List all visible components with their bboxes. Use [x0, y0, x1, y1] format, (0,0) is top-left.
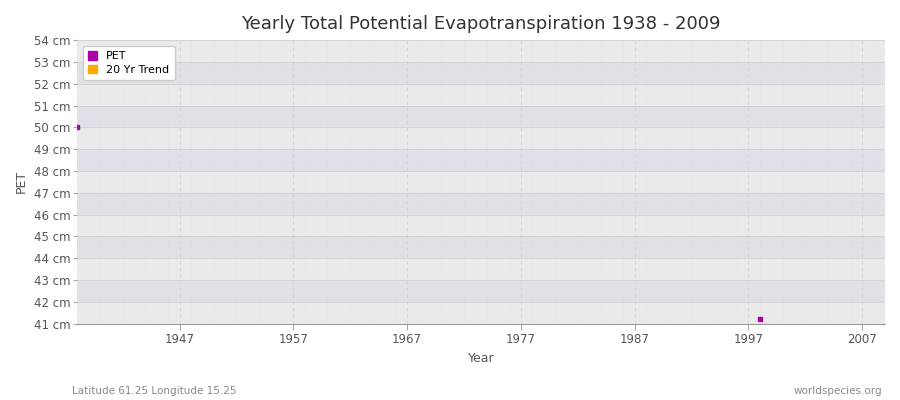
Text: worldspecies.org: worldspecies.org	[794, 386, 882, 396]
Bar	[77, 40, 885, 62]
Bar	[77, 62, 885, 84]
X-axis label: Year: Year	[468, 352, 494, 365]
Bar	[77, 84, 885, 106]
Bar	[77, 302, 885, 324]
Legend: PET, 20 Yr Trend: PET, 20 Yr Trend	[83, 46, 175, 80]
Bar	[77, 106, 885, 127]
Bar	[77, 193, 885, 215]
Bar	[77, 171, 885, 193]
Bar	[77, 149, 885, 171]
Bar	[77, 258, 885, 280]
Bar	[77, 236, 885, 258]
Text: Latitude 61.25 Longitude 15.25: Latitude 61.25 Longitude 15.25	[72, 386, 237, 396]
Y-axis label: PET: PET	[15, 170, 28, 194]
Bar	[77, 280, 885, 302]
Title: Yearly Total Potential Evapotranspiration 1938 - 2009: Yearly Total Potential Evapotranspiratio…	[241, 15, 721, 33]
Bar	[77, 127, 885, 149]
Bar	[77, 215, 885, 236]
